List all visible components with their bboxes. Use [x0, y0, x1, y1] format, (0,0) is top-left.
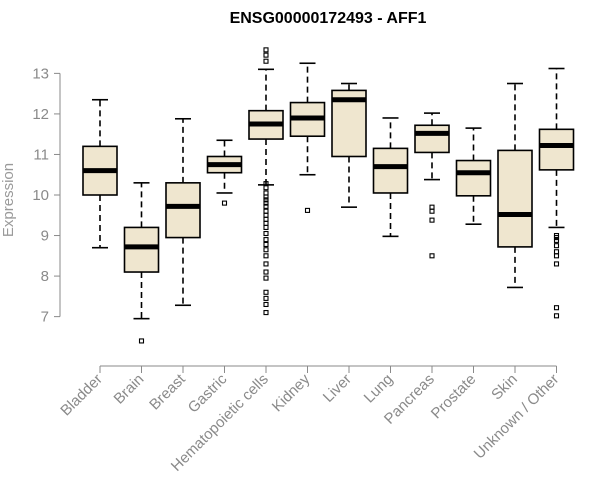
- box-pancreas: [414, 112, 450, 259]
- y-tick-label: 7: [41, 309, 49, 326]
- y-tick-label: 13: [32, 65, 49, 82]
- outlier-point: [263, 212, 269, 218]
- y-tick-label: 8: [41, 268, 49, 285]
- outlier-point: [553, 313, 560, 319]
- outlier-point: [263, 52, 269, 58]
- iqr-box: [372, 147, 409, 194]
- iqr-box: [455, 159, 492, 197]
- y-axis: 7 8 9 10 11 12 13: [32, 65, 61, 326]
- x-tick-label: Lung: [361, 371, 397, 407]
- outlier-point: [221, 200, 228, 206]
- x-tick-label: Liver: [320, 371, 355, 406]
- box-skin: [497, 82, 533, 289]
- iqr-box: [538, 128, 575, 171]
- outlier-point: [263, 295, 269, 301]
- outlier-point: [263, 275, 269, 281]
- iqr-box: [165, 182, 201, 239]
- y-tick-label: 11: [33, 146, 49, 163]
- outlier-point: [263, 224, 269, 230]
- box-breast: [165, 117, 201, 307]
- outlier-point: [263, 200, 269, 206]
- box-hematopoietic-cells: [248, 47, 284, 316]
- y-tick-label: 10: [32, 187, 49, 204]
- box-gastric: [206, 139, 243, 206]
- outlier-point: [553, 305, 560, 311]
- outlier-point: [263, 241, 269, 248]
- outlier-point: [553, 249, 560, 255]
- outlier-point: [429, 208, 435, 214]
- outlier-point: [429, 204, 435, 210]
- outlier-point: [263, 230, 269, 237]
- x-tick-label: Brain: [111, 371, 148, 408]
- outlier-point: [553, 253, 560, 259]
- outlier-point: [263, 208, 269, 214]
- box-lung: [372, 117, 409, 238]
- x-tick-label: Kidney: [269, 370, 314, 415]
- outlier-point: [263, 261, 269, 267]
- outlier-point: [263, 47, 269, 53]
- box-kidney: [289, 62, 326, 213]
- box-liver: [331, 82, 367, 208]
- outlier-point: [263, 190, 269, 196]
- outlier-point: [263, 310, 269, 316]
- outlier-point: [263, 220, 269, 226]
- outlier-point: [263, 58, 269, 64]
- chart-title: ENSG00000172493 - AFF1: [230, 10, 427, 27]
- y-tick-label: 9: [41, 228, 49, 245]
- outlier-point: [429, 217, 435, 223]
- outlier-point: [263, 203, 269, 209]
- outlier-point: [263, 237, 269, 243]
- y-tick-label: 12: [32, 106, 49, 123]
- outlier-point: [263, 197, 269, 203]
- box-prostate: [455, 127, 492, 225]
- box-bladder: [82, 98, 118, 249]
- outlier-point: [263, 289, 269, 295]
- iqr-box: [497, 149, 533, 248]
- box-group: [82, 47, 575, 344]
- box-unknown-other: [538, 67, 575, 319]
- y-axis-label: Expression: [0, 163, 17, 237]
- outlier-point: [263, 247, 269, 253]
- outlier-point: [263, 301, 269, 308]
- outlier-point: [553, 235, 560, 241]
- x-tick-label: Bladder: [57, 371, 106, 420]
- outlier-point: [553, 237, 560, 243]
- outlier-point: [429, 253, 435, 259]
- x-tick-label: Prostate: [428, 371, 480, 423]
- iqr-box: [414, 124, 450, 154]
- x-tick-label: Skin: [488, 371, 521, 404]
- x-tick-label: Breast: [146, 370, 189, 413]
- outlier-point: [263, 269, 269, 275]
- outlier-point: [263, 194, 269, 200]
- iqr-box: [123, 226, 160, 273]
- outlier-point: [263, 185, 269, 191]
- outlier-point: [263, 253, 269, 259]
- outlier-point: [553, 243, 560, 249]
- outlier-point: [553, 261, 560, 267]
- outlier-point: [263, 216, 269, 222]
- outlier-point: [138, 338, 145, 344]
- box-brain: [123, 182, 160, 344]
- outlier-point: [304, 207, 311, 213]
